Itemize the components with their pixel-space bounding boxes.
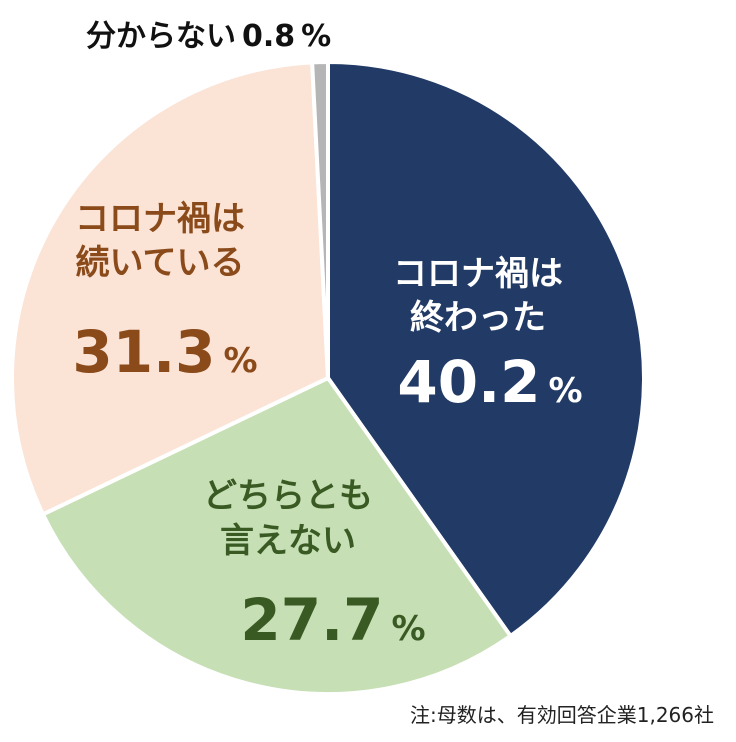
slice-category-label: 続いている <box>76 243 245 283</box>
slice-category-label: 言えない <box>220 521 356 561</box>
slice-category-label: 終わった <box>410 298 546 338</box>
slice-category-label: コロナ禍は <box>75 199 245 239</box>
pie-slice <box>310 60 330 380</box>
slice-value-label: 40.2% <box>397 348 582 416</box>
slice-value-label: 27.7% <box>240 586 425 654</box>
slice-category-label: どちらとも <box>203 476 373 516</box>
pie-slice <box>40 376 513 696</box>
slice-value-label: 31.3% <box>72 318 257 386</box>
footnote: 注:母数は、有効回答企業1,266社 <box>410 703 714 727</box>
pie-slices <box>10 60 646 696</box>
slice-small-label: 分からない 0.8% <box>86 19 331 54</box>
pie-slice <box>10 60 330 517</box>
pie-slice <box>326 60 646 638</box>
slice-category-label: コロナ禍は <box>393 254 563 294</box>
